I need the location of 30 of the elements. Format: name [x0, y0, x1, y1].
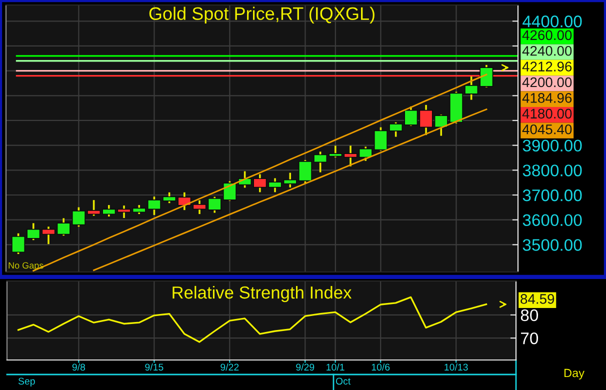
chart-title: Gold Spot Price,RT (IQXGL)	[149, 6, 374, 24]
x-tick-label: 10/13	[444, 363, 468, 371]
ref-line-label: 4260.00	[522, 30, 572, 40]
chart-title: Relative Strength Index	[172, 286, 352, 302]
text: 4184.96	[522, 93, 572, 103]
y-tick-label: 3900.00	[522, 140, 582, 152]
x-tick-label: 9/29	[296, 363, 314, 371]
text: Sep	[18, 378, 35, 387]
x-tick-label: 10/1	[326, 363, 344, 371]
y-tick-label: 3700.00	[522, 189, 582, 202]
text: Oct	[336, 378, 351, 385]
text: 4045.40	[522, 124, 572, 134]
y-tick-label: 3500.00	[522, 239, 582, 251]
line-series	[93, 108, 488, 272]
y-tick-label: 3800.00	[522, 164, 582, 176]
annotation: No Gaps	[8, 262, 44, 270]
text: 4212.96	[522, 62, 572, 72]
text: 84.59	[520, 294, 554, 304]
y-tick-label: 70	[521, 332, 538, 344]
ref-line-label: 4180.00	[522, 108, 572, 119]
x-tick-label: 9/15	[145, 363, 164, 371]
y-tick-label: 3600.00	[522, 214, 582, 226]
y-tick-label: 80	[520, 309, 538, 322]
x-tick-label: 10/6	[372, 363, 390, 371]
ref-line-label: 4240.00	[522, 46, 572, 56]
y-tick-label: 4400.00	[522, 16, 582, 28]
text: Day	[564, 368, 584, 380]
ref-line-label: 4200.00	[522, 77, 572, 88]
x-tick-label: 9/22	[220, 363, 239, 371]
x-tick-label: 9/8	[72, 363, 86, 371]
